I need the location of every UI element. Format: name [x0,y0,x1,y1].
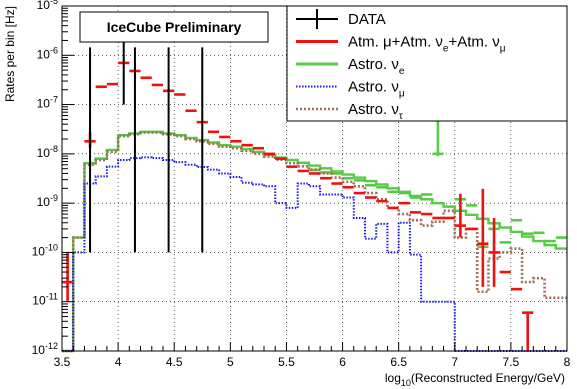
series-layer [62,31,567,353]
x-tick-label: 5.5 [278,355,295,369]
y-tick-label: 10-10 [32,242,58,258]
y-tick-label: 10-6 [37,45,58,61]
legend-label-data: DATA [348,11,386,28]
legend-label-atm: Atm. μ+Atm. νe+Atm. νμ [348,34,506,55]
legend-label-numu: Astro. νμ [348,79,405,100]
y-tick-label: 10-7 [37,95,58,111]
legend-label-nue: Astro. νe [348,56,405,77]
y-tick-label: 10-11 [32,292,58,308]
x-tick-label: 8 [564,355,571,369]
x-tick-label: 4.5 [166,355,183,369]
nutau-step-line [62,131,567,353]
x-tick-label: 5 [227,355,234,369]
y-tick-label: 10-9 [37,193,58,209]
y-tick-label: 10-5 [37,0,58,12]
x-axis-title: log10(Reconstructed Energy/GeV) [385,371,565,388]
x-axis-title-suffix: (Reconstructed Energy/GeV) [411,371,565,385]
x-tick-label: 6.5 [390,355,407,369]
x-tick-label: 7 [451,355,458,369]
y-tick-label: 10-8 [37,144,58,160]
x-tick-label: 7.5 [503,355,520,369]
legend-label-nutau: Astro. ντ [348,101,403,122]
x-tick-label: 6 [339,355,346,369]
badge: IceCube Preliminary [79,11,269,43]
axis-layer: 3.5 4 4.5 5 5.5 6 6.5 7 7.5 8 10-12 10-11 10-10 10-9 1… [32,0,571,369]
badge-label: IceCube Preliminary [107,19,242,35]
y-tick-label: 10-12 [32,341,58,357]
badge-box [79,11,269,43]
x-tick-label: 4 [115,355,122,369]
x-tick-label: 3.5 [54,355,71,369]
x-axis-title-sub: 10 [401,378,411,388]
y-axis-title: Rates per bin [Hz] [3,6,17,102]
x-axis-title-prefix: log [385,371,401,385]
